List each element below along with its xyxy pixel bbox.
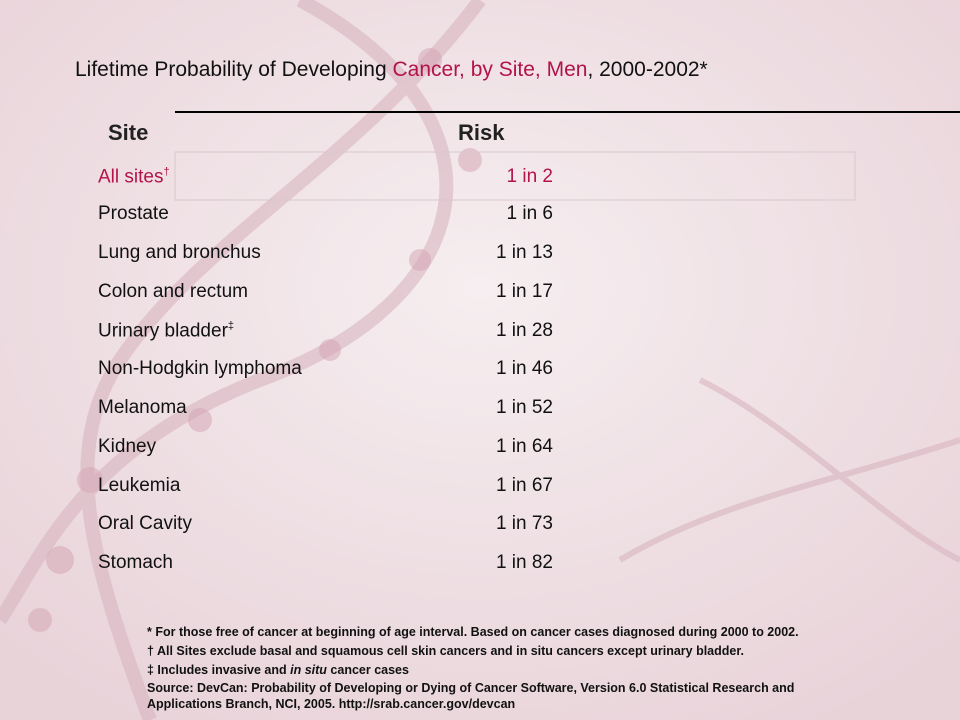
site-name: Oral Cavity (98, 513, 192, 534)
title: Lifetime Probability of Developing Cance… (75, 58, 708, 82)
site-name: Leukemia (98, 475, 181, 496)
site-name: Lung and bronchus (98, 242, 261, 263)
site-name: Kidney (98, 436, 157, 457)
header-site: Site (108, 120, 149, 145)
risk-cell: 1 in 13 (495, 242, 553, 263)
source-line: Source: DevCan: Probability of Developin… (147, 681, 795, 695)
site-name: Urinary bladder (98, 320, 228, 342)
title-part: Lifetime Probability of Developing (75, 58, 393, 81)
footnote: * For those free of cancer at beginning … (147, 625, 799, 639)
footnote-part: cancer cases (326, 663, 409, 677)
risk-cell: 1 in 52 (495, 397, 553, 418)
site-cell: Prostate (98, 203, 169, 225)
site-cell: Urinary bladder‡ (98, 320, 234, 342)
highlight-box (174, 151, 856, 201)
site-name: Prostate (98, 203, 169, 224)
site-name: Non-Hodgkin lymphoma (98, 358, 302, 379)
site-cell: Kidney (98, 436, 156, 458)
footnote-part: † All Sites exclude basal and squamous c… (147, 644, 745, 658)
site-name: Stomach (98, 552, 173, 573)
risk-cell: 1 in 64 (495, 436, 553, 457)
risk-cell: 1 in 46 (495, 358, 553, 379)
footnote-part: ‡ Includes invasive and (147, 663, 291, 677)
site-cell: Stomach (98, 552, 173, 574)
site-cell: Oral Cavity (98, 513, 192, 535)
site-name: All sites (98, 166, 164, 188)
site-cell: Leukemia (98, 475, 180, 497)
risk-cell: 1 in 73 (495, 513, 553, 534)
site-cell: Non-Hodgkin lymphoma (98, 358, 302, 380)
risk-cell: 1 in 28 (495, 320, 553, 341)
title-part: Cancer, by Site, Men (392, 58, 588, 81)
header-risk: Risk (458, 120, 505, 145)
site-cell: Lung and bronchus (98, 242, 261, 264)
site-cell: Colon and rectum (98, 281, 248, 303)
footnote-mark: ‡ (227, 320, 235, 332)
risk-cell: 1 in 2 (506, 166, 553, 187)
footnote-part: in situ (290, 663, 327, 677)
source-line: Applications Branch, NCI, 2005. http://s… (147, 697, 516, 711)
footnote: † All Sites exclude basal and squamous c… (147, 644, 744, 658)
site-name: Colon and rectum (98, 281, 248, 302)
risk-cell: 1 in 17 (495, 281, 553, 302)
title-part: , 2000-2002* (587, 58, 708, 81)
site-cell: All sites† (98, 166, 170, 188)
risk-cell: 1 in 6 (506, 203, 553, 224)
risk-cell: 1 in 82 (495, 552, 553, 573)
footnote: ‡ Includes invasive and in situ cancer c… (147, 663, 409, 677)
risk-cell: 1 in 67 (495, 475, 553, 496)
footnote-mark: † (163, 166, 170, 178)
site-name: Melanoma (98, 397, 187, 418)
footnote-part: * For those free of cancer at beginning … (147, 625, 799, 639)
site-cell: Melanoma (98, 397, 187, 419)
